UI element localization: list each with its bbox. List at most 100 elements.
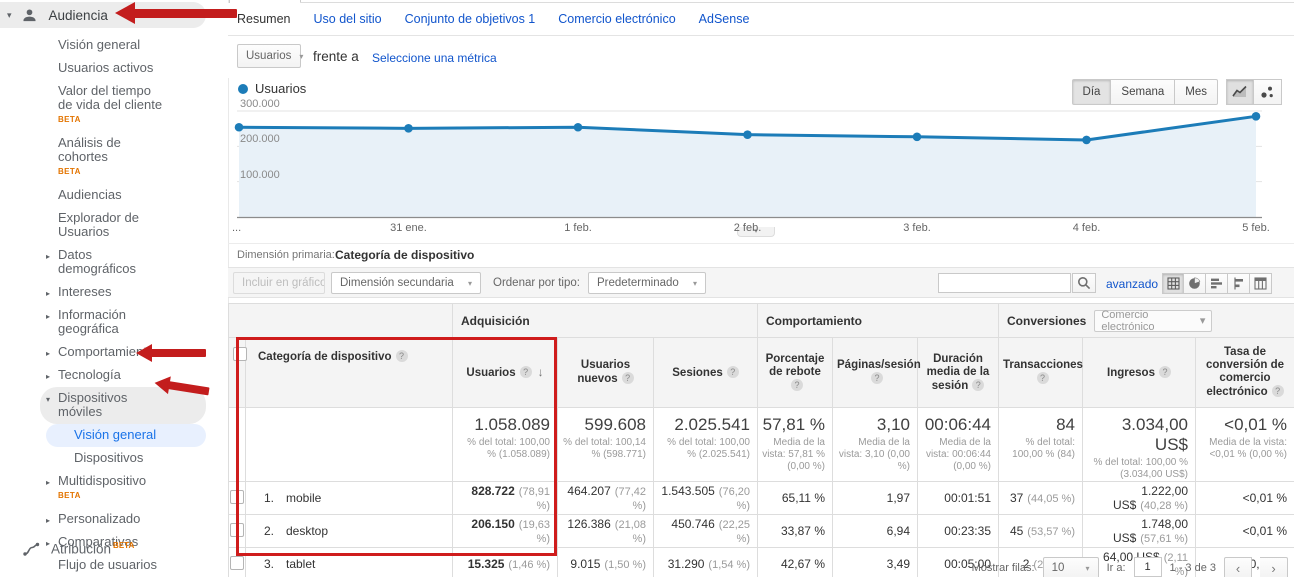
sidebar-item-vision-general[interactable]: Visión general: [0, 34, 228, 57]
line-chart-button[interactable]: [1226, 79, 1254, 105]
goto-page-input[interactable]: 1: [1133, 557, 1162, 577]
sidebar-item-comparativas[interactable]: ▸ Comparativas: [0, 531, 228, 554]
device-category-value[interactable]: desktop: [286, 524, 329, 538]
rows-per-page-dropdown[interactable]: 10 ▾: [1042, 557, 1099, 577]
secondary-dimension-dropdown[interactable]: Dimensión secundaria ▾: [331, 272, 481, 294]
sort-descending-icon[interactable]: ↓: [537, 364, 544, 379]
data-point[interactable]: [912, 132, 922, 142]
data-point[interactable]: [404, 124, 413, 133]
row-checkbox[interactable]: [230, 555, 244, 570]
sidebar-item-dispositivos[interactable]: Dispositivos: [0, 447, 228, 470]
row-checkbox[interactable]: [230, 489, 244, 504]
sidebar-item-valor-del-tiempo-de-vida-del-cliente[interactable]: Valor del tiempo de vida del cliente BETA: [0, 80, 228, 132]
annotations-expander[interactable]: ▾: [737, 227, 775, 237]
select-all-checkbox[interactable]: [233, 347, 247, 361]
data-point[interactable]: [1082, 135, 1091, 145]
column-header-duracion-media-de-la-sesion[interactable]: Duración media de la sesión?: [917, 337, 999, 408]
performance-view-button[interactable]: [1206, 273, 1228, 294]
column-header-sesiones[interactable]: Sesiones?: [653, 337, 758, 408]
column-header-paginas-sesion[interactable]: Páginas/sesión?: [832, 337, 921, 408]
select-metric-link[interactable]: Seleccione una métrica: [372, 51, 497, 65]
column-header-label: Usuarios: [466, 366, 516, 379]
sidebar-item-usuarios-activos[interactable]: Usuarios activos: [0, 57, 228, 80]
tab-adsense[interactable]: AdSense: [698, 12, 750, 26]
column-header-transacciones[interactable]: Transacciones?: [998, 337, 1083, 408]
tab-comercio-electronico[interactable]: Comercio electrónico: [558, 12, 676, 26]
sidebar-item-flujo-de-usuarios[interactable]: Flujo de usuarios: [0, 554, 228, 577]
motion-chart-button[interactable]: [1254, 79, 1282, 105]
sidebar-section-audiencia[interactable]: ▾ Audiencia: [0, 2, 206, 28]
help-icon[interactable]: ?: [972, 378, 985, 391]
metric-cell-ingresos: 1.748,00 US$ (57,61 %): [1082, 514, 1196, 548]
help-icon[interactable]: ?: [1271, 385, 1284, 397]
sidebar-item-tecnologia[interactable]: ▸ Tecnología: [0, 364, 228, 387]
sidebar-item-multidispositivo[interactable]: ▸ Multidispositivo BETA: [0, 470, 228, 508]
table-row-desktop: 2. desktop 206.150 (19,63 %) 126.386 (21,08 %…: [228, 514, 1294, 548]
data-point[interactable]: [743, 130, 752, 139]
next-page-button[interactable]: ›: [1260, 557, 1288, 577]
data-point[interactable]: [573, 122, 583, 132]
column-header-usuarios[interactable]: Usuarios? ↓: [452, 337, 558, 408]
sort-type-dropdown[interactable]: Predeterminado ▾: [588, 272, 706, 294]
sidebar-item-personalizado[interactable]: ▸ Personalizado: [0, 508, 228, 531]
tab-resumen[interactable]: Resumen: [237, 12, 291, 26]
sidebar-item-vision-general[interactable]: Visión general: [46, 424, 206, 447]
sidebar-item-comportamiento[interactable]: ▸ Comportamiento: [0, 341, 228, 364]
primary-dimension-value[interactable]: Categoría de dispositivo: [335, 248, 475, 262]
sidebar-item-dispositivos-moviles[interactable]: ▾ Dispositivos móviles: [40, 387, 206, 424]
users-line-chart[interactable]: 300.000 200.000 100.000 ▾ ... 31 ene. 1 fe…: [228, 96, 1294, 246]
help-icon[interactable]: ?: [726, 365, 739, 378]
help-icon[interactable]: ?: [871, 372, 883, 384]
prev-page-button[interactable]: ‹: [1224, 557, 1252, 577]
granularity-day-button[interactable]: Día: [1071, 79, 1112, 105]
sidebar-item-audiencias[interactable]: Audiencias: [0, 184, 228, 207]
column-header-categoria-de-dispositivo[interactable]: Categoría de dispositivo?: [245, 337, 453, 408]
metric-selector-dropdown[interactable]: Usuarios ▾: [237, 44, 303, 68]
data-point[interactable]: [1251, 112, 1261, 121]
column-header-tasa-de-conversion-de-comercio-electronico[interactable]: Tasa de conversión de comercio electróni…: [1195, 337, 1294, 408]
help-icon[interactable]: ?: [1158, 365, 1171, 378]
table-view-button[interactable]: [1162, 273, 1184, 294]
metric-value: 6,94: [886, 524, 910, 538]
include-in-chart-button[interactable]: Incluir en gráfico: [233, 272, 325, 294]
totals-value: 00:06:44: [924, 415, 991, 434]
column-header-porcentaje-de-rebote[interactable]: Porcentaje de rebote?: [757, 337, 833, 408]
sidebar-item-intereses[interactable]: ▸ Intereses: [0, 281, 228, 304]
device-category-value[interactable]: tablet: [286, 557, 316, 571]
sidebar-item-informacion-geografica[interactable]: ▸ Información geográfica: [0, 304, 228, 341]
data-point[interactable]: [234, 122, 244, 132]
advanced-search-link[interactable]: avanzado: [1106, 277, 1159, 291]
sidebar-item-analisis-de-cohortes[interactable]: Análisis de cohortes BETA: [0, 132, 228, 184]
search-button[interactable]: [1072, 273, 1096, 293]
sidebar-item-label: Visión general: [58, 37, 141, 52]
sidebar-item-datos-demograficos[interactable]: ▸ Datos demográficos: [0, 244, 228, 281]
help-icon[interactable]: ?: [395, 350, 408, 362]
sidebar-item-label: Intereses: [58, 284, 112, 299]
tab-uso-del-sitio[interactable]: Uso del sitio: [313, 12, 382, 26]
totals-subtext: % del total: 100,00 % (3.034,00 US$): [1093, 457, 1188, 480]
help-icon[interactable]: ?: [519, 365, 532, 378]
metric-cell-duracion-media-de-la-sesion: 00:05:00: [917, 547, 999, 577]
device-category-value[interactable]: mobile: [286, 491, 322, 505]
help-icon[interactable]: ?: [621, 372, 634, 384]
granularity-week-button[interactable]: Semana: [1111, 79, 1176, 105]
conversions-type-dropdown[interactable]: Comercio electrónico ▾: [1094, 309, 1213, 333]
active-tab-fragment: [229, 0, 301, 3]
row-checkbox[interactable]: [230, 522, 244, 537]
column-header-usuarios-nuevos[interactable]: Usuarios nuevos?: [557, 337, 654, 408]
search-input[interactable]: [938, 273, 1071, 293]
help-icon[interactable]: ?: [1036, 372, 1049, 384]
sidebar-item-atribucion[interactable]: Atribución BETA: [0, 540, 228, 558]
sidebar-item-label: Visión general: [74, 427, 157, 442]
column-header-ingresos[interactable]: Ingresos?: [1082, 337, 1196, 408]
tab-conjunto-de-objetivos-1[interactable]: Conjunto de objetivos 1: [404, 12, 536, 26]
sidebar-item-explorador-de-usuarios[interactable]: Explorador de Usuarios: [0, 207, 228, 244]
pivot-view-button[interactable]: [1250, 273, 1272, 294]
sidebar-item-label: Dispositivos móviles: [58, 390, 128, 419]
row-range-text: 1 - 3 de 3: [1169, 562, 1216, 574]
table-group-row: Adquisición Comportamiento Conversiones Com…: [228, 303, 1294, 338]
help-icon[interactable]: ?: [791, 378, 803, 391]
percentage-view-button[interactable]: [1184, 273, 1206, 294]
comparison-view-button[interactable]: [1228, 273, 1250, 294]
granularity-month-button[interactable]: Mes: [1175, 79, 1218, 105]
